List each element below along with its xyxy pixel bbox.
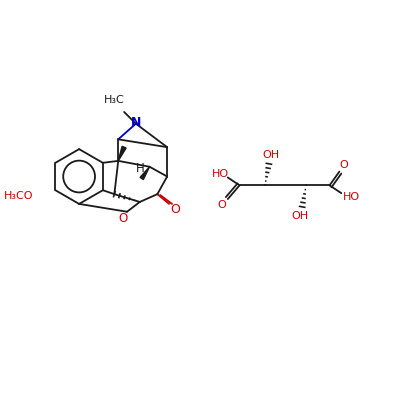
Text: OH: OH xyxy=(292,211,309,221)
Text: N: N xyxy=(131,116,141,129)
Text: O: O xyxy=(170,203,180,216)
Polygon shape xyxy=(118,146,126,161)
Text: HO: HO xyxy=(342,192,360,202)
Text: H₃CO: H₃CO xyxy=(4,191,34,201)
Text: HO: HO xyxy=(212,168,228,178)
Text: O: O xyxy=(218,200,226,210)
Text: O: O xyxy=(118,212,128,225)
Text: H₃C: H₃C xyxy=(104,95,125,105)
Text: OH: OH xyxy=(262,150,280,160)
Text: H: H xyxy=(135,162,144,175)
Text: O: O xyxy=(340,160,349,170)
Polygon shape xyxy=(140,167,150,180)
